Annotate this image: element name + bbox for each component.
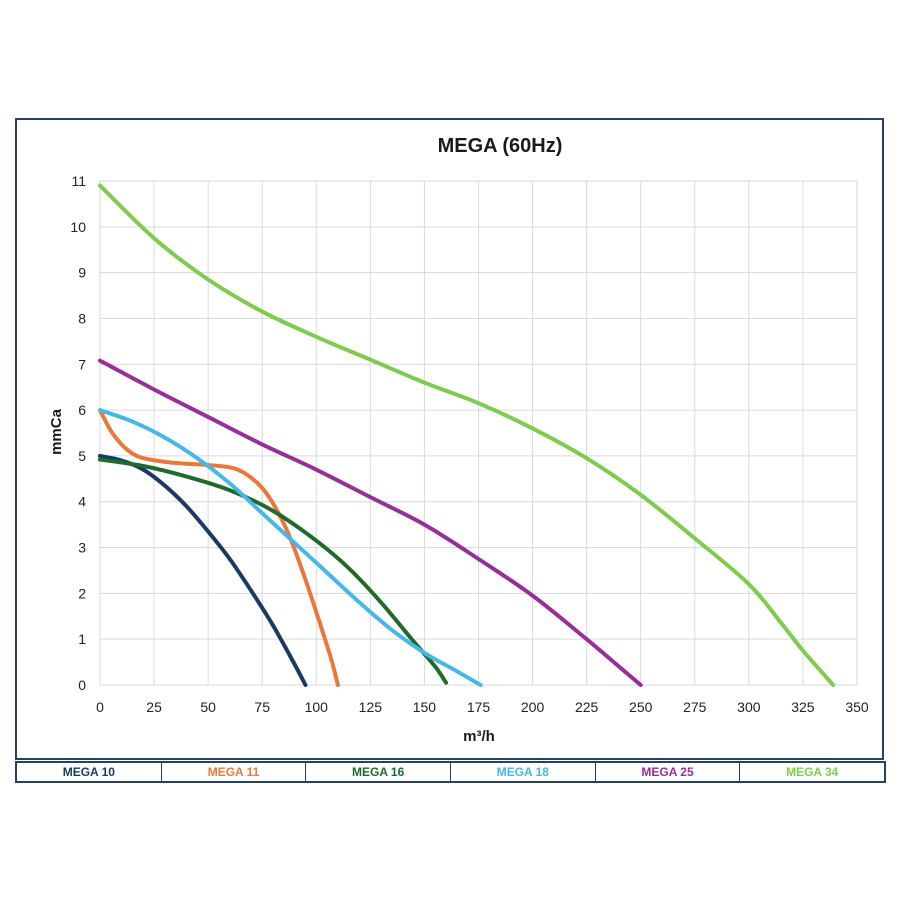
y-tick-label: 7 xyxy=(78,356,86,372)
series-line-mega-34 xyxy=(98,183,836,687)
x-tick-label: 250 xyxy=(629,699,653,715)
x-tick-label: 275 xyxy=(683,699,707,715)
x-tick-label: 325 xyxy=(791,699,815,715)
x-tick-label: 50 xyxy=(200,699,216,715)
legend-item-mega-18: MEGA 18 xyxy=(451,763,596,781)
y-tick-label: 9 xyxy=(78,265,86,281)
y-tick-label: 10 xyxy=(70,219,86,235)
x-tick-label: 125 xyxy=(359,699,383,715)
y-tick-label: 1 xyxy=(78,631,86,647)
x-tick-label: 0 xyxy=(96,699,104,715)
x-tick-label: 100 xyxy=(305,699,329,715)
y-tick-label: 6 xyxy=(78,402,86,418)
series-line-mega-25 xyxy=(98,358,643,687)
y-tick-label: 11 xyxy=(71,173,86,189)
chart-frame: 0 25 50 75 100 125 150 175 200 225 250 275 300 325 350… xyxy=(15,118,884,760)
x-tick-label: 300 xyxy=(737,699,761,715)
x-tick-label: 175 xyxy=(467,699,491,715)
y-tick-label: 0 xyxy=(78,677,86,693)
x-tick-label: 225 xyxy=(575,699,599,715)
y-tick-label: 3 xyxy=(78,540,86,556)
x-tick-label: 350 xyxy=(845,699,869,715)
legend-item-mega-16: MEGA 16 xyxy=(306,763,452,781)
legend-item-mega-25: MEGA 25 xyxy=(596,763,741,781)
legend-item-mega-34: MEGA 34 xyxy=(786,765,839,779)
legend-item-mega-10: MEGA 10 xyxy=(17,763,162,781)
x-tick-label: 200 xyxy=(521,699,545,715)
y-tick-label: 4 xyxy=(78,494,86,510)
series-line-mega-11 xyxy=(98,408,340,687)
chart-title: MEGA (60Hz) xyxy=(438,135,563,157)
x-tick-label: 75 xyxy=(254,699,270,715)
legend-item-mega-11: MEGA 11 xyxy=(162,763,307,781)
y-tick-label: 5 xyxy=(78,448,86,464)
series-line-mega-18 xyxy=(98,408,483,687)
legend: MEGA 10 MEGA 11 MEGA 16 MEGA 18 MEGA 25 MEGA … xyxy=(15,761,886,783)
y-tick-label: 2 xyxy=(78,585,86,601)
x-tick-label: 25 xyxy=(146,699,162,715)
chart-svg: 0 25 50 75 100 125 150 175 200 225 250 275 300 325 350… xyxy=(48,135,869,745)
x-axis-label: m³/h xyxy=(463,728,495,745)
y-tick-label: 8 xyxy=(78,310,86,326)
x-tick-label: 150 xyxy=(413,699,437,715)
y-axis-label: mmCa xyxy=(48,408,65,455)
